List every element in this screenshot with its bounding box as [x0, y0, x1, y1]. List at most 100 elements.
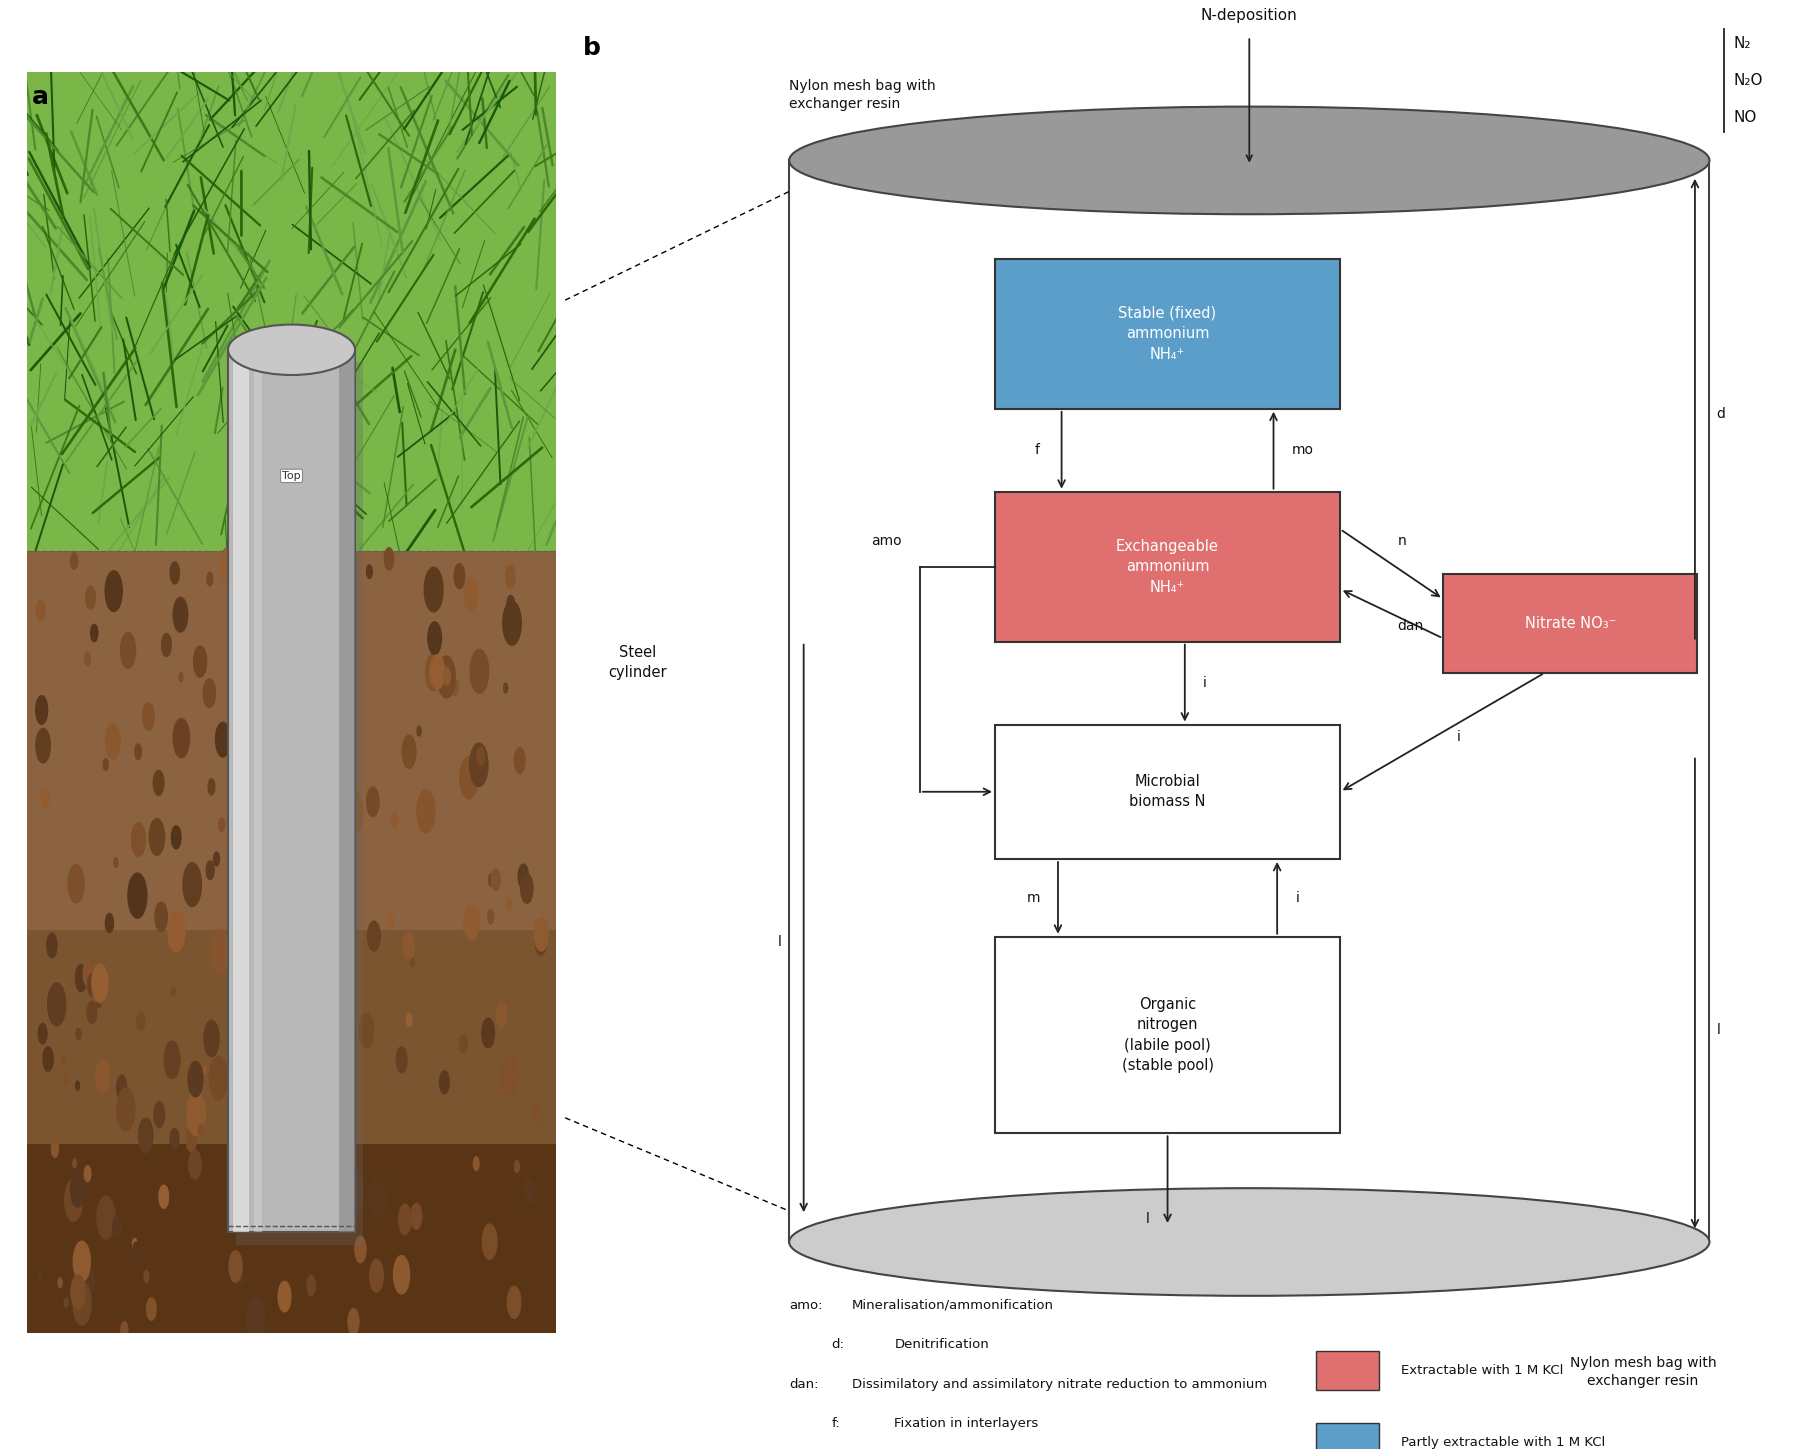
Circle shape: [233, 603, 239, 617]
Bar: [27, 552, 556, 930]
Circle shape: [264, 1114, 269, 1127]
Circle shape: [97, 995, 100, 1007]
Circle shape: [508, 1287, 520, 1319]
Circle shape: [273, 646, 287, 681]
Bar: [339, 349, 355, 1232]
Circle shape: [294, 922, 303, 940]
Circle shape: [520, 874, 533, 903]
Text: Stable (fixed)
ammonium
NH₄⁺: Stable (fixed) ammonium NH₄⁺: [1118, 306, 1216, 362]
Text: Nylon mesh bag with
exchanger resin: Nylon mesh bag with exchanger resin: [1570, 1356, 1717, 1388]
Bar: [996, 491, 1340, 642]
Circle shape: [41, 788, 48, 807]
Circle shape: [483, 1019, 495, 1048]
Circle shape: [423, 567, 443, 611]
Circle shape: [411, 958, 414, 966]
Text: N-deposition: N-deposition: [1200, 7, 1297, 23]
Circle shape: [144, 703, 154, 730]
Text: Partly extractable with 1 M KCl: Partly extractable with 1 M KCl: [1401, 1436, 1606, 1449]
Circle shape: [75, 965, 86, 991]
Circle shape: [88, 1001, 97, 1024]
Text: i: i: [1204, 677, 1207, 690]
Circle shape: [488, 910, 493, 923]
Circle shape: [391, 813, 398, 829]
Circle shape: [271, 1165, 276, 1175]
Circle shape: [535, 917, 549, 951]
Ellipse shape: [789, 1188, 1710, 1295]
Circle shape: [74, 1281, 91, 1324]
Circle shape: [508, 900, 511, 910]
Circle shape: [388, 913, 393, 927]
Circle shape: [91, 964, 108, 1003]
Circle shape: [271, 884, 278, 898]
Circle shape: [174, 719, 190, 758]
Circle shape: [210, 1056, 228, 1100]
Circle shape: [149, 819, 165, 855]
Text: b: b: [583, 36, 601, 61]
Circle shape: [131, 823, 145, 856]
Circle shape: [248, 598, 251, 607]
Circle shape: [230, 1250, 242, 1282]
Circle shape: [348, 1308, 359, 1335]
Text: f: f: [1035, 443, 1041, 458]
Circle shape: [323, 1103, 339, 1139]
Bar: [1442, 574, 1697, 672]
Circle shape: [276, 1075, 282, 1087]
Circle shape: [219, 819, 224, 832]
Circle shape: [106, 724, 120, 759]
Circle shape: [113, 1216, 122, 1237]
Circle shape: [208, 780, 215, 796]
Circle shape: [346, 571, 352, 582]
Circle shape: [289, 704, 298, 726]
Text: d: d: [1717, 407, 1726, 422]
Circle shape: [314, 929, 323, 951]
Circle shape: [260, 968, 274, 998]
Circle shape: [84, 1166, 91, 1181]
Circle shape: [492, 869, 501, 891]
Circle shape: [106, 913, 113, 933]
Circle shape: [314, 1166, 334, 1211]
Circle shape: [405, 1013, 413, 1026]
Circle shape: [65, 1298, 68, 1307]
Circle shape: [47, 933, 57, 958]
Text: Denitrification: Denitrification: [895, 1339, 988, 1352]
Circle shape: [38, 1269, 41, 1279]
Text: dan:: dan:: [789, 1378, 818, 1391]
Circle shape: [314, 1132, 328, 1169]
Text: Exchangeable
ammonium
NH₄⁺: Exchangeable ammonium NH₄⁺: [1116, 539, 1218, 594]
Circle shape: [264, 677, 271, 693]
Text: n: n: [1398, 535, 1406, 548]
Circle shape: [518, 864, 529, 888]
Circle shape: [262, 664, 280, 704]
Circle shape: [402, 735, 416, 768]
Circle shape: [170, 562, 179, 584]
Circle shape: [278, 1281, 291, 1311]
Circle shape: [135, 743, 142, 759]
Circle shape: [262, 1181, 273, 1210]
Text: Mineralisation/ammonification: Mineralisation/ammonification: [852, 1298, 1055, 1311]
Circle shape: [172, 987, 176, 995]
Text: Nylon mesh bag with
exchanger resin: Nylon mesh bag with exchanger resin: [789, 80, 936, 112]
Text: d:: d:: [832, 1339, 845, 1352]
Circle shape: [450, 678, 457, 696]
Circle shape: [335, 613, 350, 648]
Circle shape: [231, 1082, 235, 1090]
Circle shape: [136, 1011, 145, 1030]
Text: l: l: [1146, 1211, 1150, 1226]
Circle shape: [97, 1195, 115, 1239]
Circle shape: [425, 653, 441, 691]
Circle shape: [215, 722, 230, 756]
Text: amo: amo: [872, 533, 902, 548]
Circle shape: [74, 1159, 77, 1168]
Circle shape: [515, 1161, 518, 1172]
Circle shape: [240, 659, 251, 688]
Circle shape: [393, 1256, 409, 1294]
Circle shape: [443, 668, 450, 685]
Text: a: a: [32, 85, 48, 109]
Circle shape: [120, 1321, 127, 1337]
Circle shape: [133, 1242, 140, 1259]
Circle shape: [249, 629, 267, 671]
Circle shape: [68, 865, 84, 903]
Circle shape: [438, 656, 456, 698]
Circle shape: [300, 572, 309, 594]
Circle shape: [524, 1178, 535, 1204]
